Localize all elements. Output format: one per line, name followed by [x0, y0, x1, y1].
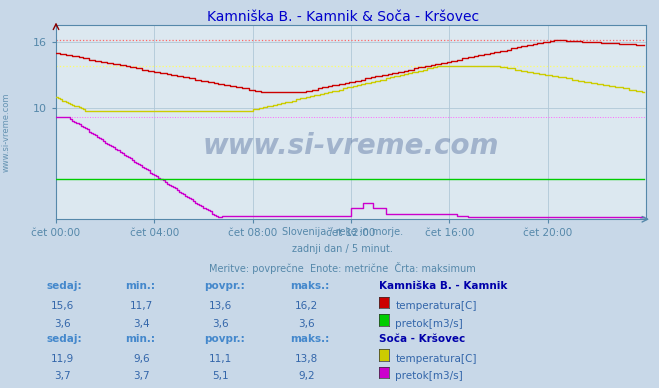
Text: 11,7: 11,7 [130, 301, 154, 312]
Text: temperatura[C]: temperatura[C] [395, 354, 477, 364]
Text: 11,9: 11,9 [51, 354, 74, 364]
Text: zadnji dan / 5 minut.: zadnji dan / 5 minut. [292, 244, 393, 255]
Text: 9,2: 9,2 [298, 371, 315, 381]
Text: sedaj:: sedaj: [46, 281, 82, 291]
Text: 3,6: 3,6 [298, 319, 315, 329]
Text: Soča - Kršovec: Soča - Kršovec [379, 334, 465, 344]
Text: 16,2: 16,2 [295, 301, 318, 312]
Text: 11,1: 11,1 [209, 354, 233, 364]
Text: 3,6: 3,6 [54, 319, 71, 329]
Text: temperatura[C]: temperatura[C] [395, 301, 477, 312]
Text: maks.:: maks.: [290, 334, 330, 344]
Text: 5,1: 5,1 [212, 371, 229, 381]
Text: maks.:: maks.: [290, 281, 330, 291]
Text: 15,6: 15,6 [51, 301, 74, 312]
Text: 3,6: 3,6 [212, 319, 229, 329]
Text: povpr.:: povpr.: [204, 334, 245, 344]
Text: 3,4: 3,4 [133, 319, 150, 329]
Text: www.si-vreme.com: www.si-vreme.com [203, 132, 499, 159]
Text: 9,6: 9,6 [133, 354, 150, 364]
Text: www.si-vreme.com: www.si-vreme.com [2, 92, 11, 171]
Text: 3,7: 3,7 [54, 371, 71, 381]
Text: pretok[m3/s]: pretok[m3/s] [395, 319, 463, 329]
Text: sedaj:: sedaj: [46, 334, 82, 344]
Text: povpr.:: povpr.: [204, 281, 245, 291]
Text: Meritve: povprečne  Enote: metrične  Črta: maksimum: Meritve: povprečne Enote: metrične Črta:… [210, 262, 476, 274]
Text: min.:: min.: [125, 334, 156, 344]
Text: 13,8: 13,8 [295, 354, 318, 364]
Text: pretok[m3/s]: pretok[m3/s] [395, 371, 463, 381]
Text: min.:: min.: [125, 281, 156, 291]
Text: 13,6: 13,6 [209, 301, 233, 312]
Text: 3,7: 3,7 [133, 371, 150, 381]
Text: Kamniška B. - Kamnik: Kamniška B. - Kamnik [379, 281, 507, 291]
Text: Kamniška B. - Kamnik & Soča - Kršovec: Kamniška B. - Kamnik & Soča - Kršovec [207, 10, 478, 24]
Text: Slovenija / reke in morje.: Slovenija / reke in morje. [282, 227, 403, 237]
